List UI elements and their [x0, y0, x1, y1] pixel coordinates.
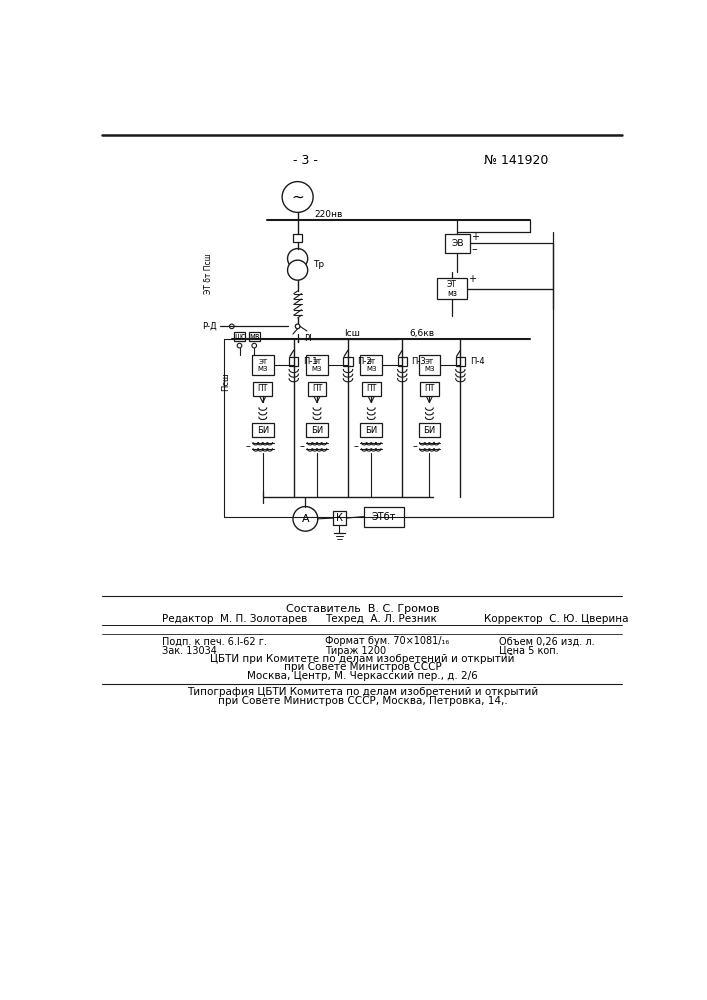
Text: +: + — [472, 232, 479, 242]
Text: П-4: П-4 — [469, 357, 484, 366]
Text: Составитель  В. С. Громов: Составитель В. С. Громов — [286, 604, 440, 614]
Bar — [306, 423, 328, 437]
Bar — [363, 507, 404, 527]
Text: Корректор  С. Ю. Цверина: Корректор С. Ю. Цверина — [484, 614, 628, 624]
Text: ПТ: ПТ — [312, 384, 322, 393]
Text: РI: РI — [304, 334, 312, 343]
Text: Iсш: Iсш — [344, 329, 360, 338]
Text: ЭТ δт Псш: ЭТ δт Псш — [204, 254, 213, 294]
Text: 220нв: 220нв — [315, 210, 343, 219]
Text: шс: шс — [234, 332, 245, 341]
Circle shape — [288, 260, 308, 280]
Bar — [332, 511, 346, 525]
Bar — [293, 234, 303, 242]
Bar — [456, 357, 465, 366]
Text: Редактор  М. П. Золотарев: Редактор М. П. Золотарев — [162, 614, 308, 624]
Bar — [344, 357, 353, 366]
Text: –: – — [245, 441, 250, 451]
Text: Тр: Тр — [313, 260, 325, 269]
Bar — [249, 332, 259, 341]
Bar — [419, 355, 440, 375]
Text: Техред  А. Л. Резник: Техред А. Л. Резник — [325, 614, 437, 624]
Text: ЦБТИ при Комитете по делам изобретений и открытий: ЦБТИ при Комитете по делам изобретений и… — [211, 654, 515, 664]
Text: ЭТ: ЭТ — [367, 359, 376, 365]
Text: Тираж 1200: Тираж 1200 — [325, 646, 386, 656]
Text: П-2: П-2 — [357, 357, 372, 366]
Bar — [419, 423, 440, 437]
Text: Псш: Псш — [221, 372, 230, 391]
Text: БИ: БИ — [257, 426, 269, 435]
Text: ПТ: ПТ — [424, 384, 435, 393]
Bar — [437, 278, 467, 299]
Text: Подп. к печ. 6.I-62 г.: Подп. к печ. 6.I-62 г. — [162, 636, 267, 646]
Circle shape — [288, 249, 308, 269]
Bar — [306, 355, 328, 375]
Text: ПТ: ПТ — [257, 384, 268, 393]
Bar — [361, 355, 382, 375]
Bar — [252, 423, 274, 437]
Text: БИ: БИ — [311, 426, 323, 435]
Text: ЭТ: ЭТ — [312, 359, 322, 365]
Text: МЗ: МЗ — [257, 366, 268, 372]
Text: № 141920: № 141920 — [484, 154, 548, 167]
Text: Формат бум. 70×1081/₁₆: Формат бум. 70×1081/₁₆ — [325, 636, 449, 646]
Text: П-3: П-3 — [411, 357, 426, 366]
Bar — [252, 355, 274, 375]
Circle shape — [293, 507, 317, 531]
Circle shape — [230, 324, 234, 329]
Text: –: – — [472, 244, 477, 254]
Text: Москва, Центр, М. Черкасский пер., д. 2/6: Москва, Центр, М. Черкасский пер., д. 2/… — [247, 671, 478, 681]
Circle shape — [237, 343, 242, 348]
Bar — [362, 382, 380, 396]
Bar — [361, 423, 382, 437]
Bar — [445, 234, 469, 253]
Text: П-1: П-1 — [303, 357, 317, 366]
Bar — [397, 357, 407, 366]
Text: ПТ: ПТ — [366, 384, 376, 393]
Text: БИ: БИ — [423, 426, 436, 435]
Text: БИ: БИ — [365, 426, 378, 435]
Text: ЭТ: ЭТ — [258, 359, 267, 365]
Text: –: – — [354, 441, 359, 451]
Text: +: + — [468, 274, 476, 284]
Text: при Совете Министров СССР: при Совете Министров СССР — [284, 662, 442, 672]
Text: К: К — [336, 513, 343, 523]
Text: 6,6кв: 6,6кв — [409, 329, 434, 338]
Text: при Совете Министров СССР, Москва, Петровка, 14,.: при Совете Министров СССР, Москва, Петро… — [218, 696, 508, 706]
Text: МЗ: МЗ — [424, 366, 435, 372]
Text: ЭТбт: ЭТбт — [371, 512, 396, 522]
Bar — [420, 382, 438, 396]
Text: - 3 -: - 3 - — [293, 154, 318, 167]
Text: ЭТ: ЭТ — [447, 280, 457, 289]
Circle shape — [296, 324, 300, 329]
Bar — [289, 357, 298, 366]
Text: ЭТ: ЭТ — [425, 359, 434, 365]
Text: Объем 0,26 изд. л.: Объем 0,26 изд. л. — [499, 636, 595, 646]
Circle shape — [282, 182, 313, 212]
Bar — [234, 332, 245, 341]
Text: МЗ: МЗ — [366, 366, 377, 372]
Text: Зак. 13034: Зак. 13034 — [162, 646, 217, 656]
Text: Цена 5 коп.: Цена 5 коп. — [499, 646, 559, 656]
Text: ЭВ: ЭВ — [451, 239, 464, 248]
Text: Р-Д: Р-Д — [201, 322, 216, 331]
Text: ~: ~ — [291, 190, 304, 205]
Circle shape — [252, 343, 257, 348]
Text: А: А — [302, 514, 309, 524]
Text: МЗ: МЗ — [312, 366, 322, 372]
Text: мв: мв — [249, 332, 259, 341]
Text: мз: мз — [447, 289, 457, 298]
Text: –: – — [300, 441, 305, 451]
Bar — [253, 382, 272, 396]
Bar — [308, 382, 327, 396]
Text: Типография ЦБТИ Комитета по делам изобретений и открытий: Типография ЦБТИ Комитета по делам изобре… — [187, 687, 538, 697]
Text: –: – — [412, 441, 417, 451]
